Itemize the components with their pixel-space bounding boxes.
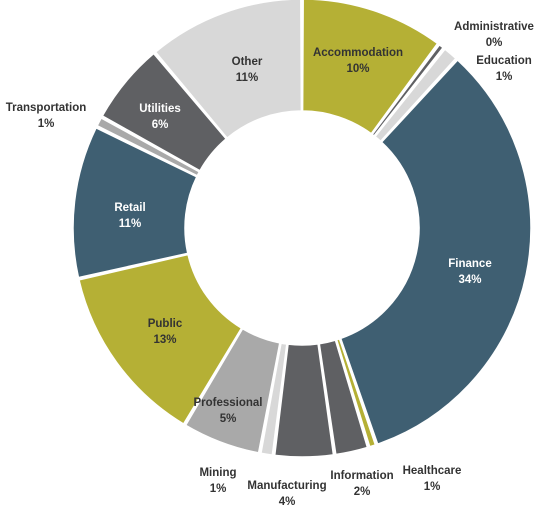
slice-percent: 1%	[424, 481, 441, 493]
slice-information	[318, 339, 369, 456]
slice-percent: 6%	[152, 119, 169, 131]
slice-name: Information	[330, 470, 393, 482]
label-healthcare: Healthcare 1%	[403, 465, 462, 493]
slice-percent: 0%	[486, 37, 503, 49]
slice-name: Education	[476, 55, 532, 67]
slice-other	[154, 0, 303, 140]
slice-healthcare	[335, 337, 377, 448]
slice-mining	[260, 342, 288, 456]
slice-name: Utilities	[139, 103, 181, 115]
slice-name: Other	[232, 56, 263, 68]
label-other: Other 11%	[232, 56, 263, 84]
slice-percent: 34%	[458, 274, 481, 286]
slice-accommodation	[301, 0, 439, 135]
slice-percent: 10%	[346, 63, 369, 75]
slice-name: Finance	[448, 258, 491, 270]
label-utilities: Utilities 6%	[139, 103, 181, 131]
label-professional: Professional 5%	[193, 397, 262, 425]
slice-name: Healthcare	[403, 465, 462, 477]
label-administrative: Administrative 0%	[454, 21, 534, 49]
slice-percent: 13%	[153, 334, 176, 346]
slice-transportation	[96, 116, 201, 177]
slice-percent: 4%	[279, 496, 296, 508]
slice-name: Public	[148, 318, 183, 330]
slice-percent: 2%	[354, 486, 371, 498]
slice-percent: 1%	[38, 118, 55, 130]
slice-percent: 1%	[496, 71, 513, 83]
label-accommodation: Accommodation 10%	[313, 47, 403, 75]
slice-professional	[184, 327, 281, 454]
label-mining: Mining 1%	[199, 467, 236, 495]
slice-education	[373, 48, 457, 143]
slice-percent: 11%	[236, 72, 258, 84]
label-transportation: Transportation 1%	[6, 102, 87, 130]
slice-utilities	[101, 52, 228, 172]
label-public: Public 13%	[148, 318, 183, 346]
slice-retail	[72, 126, 198, 279]
slice-percent: 11%	[119, 218, 141, 230]
slice-name: Accommodation	[313, 47, 403, 59]
slice-name: Mining	[199, 467, 236, 479]
label-retail: Retail 11%	[114, 202, 145, 230]
label-education: Education 1%	[476, 55, 532, 83]
slice-name: Transportation	[6, 102, 87, 114]
slice-name: Manufacturing	[247, 480, 326, 492]
slice-public	[78, 253, 243, 426]
slice-percent: 1%	[210, 483, 227, 495]
slice-percent: 5%	[220, 413, 237, 425]
label-finance: Finance 34%	[448, 258, 491, 286]
slice-administrative	[371, 43, 445, 137]
slice-name: Retail	[114, 202, 145, 214]
slice-name: Professional	[193, 397, 262, 409]
slice-finance	[339, 58, 532, 446]
slice-name: Administrative	[454, 21, 534, 33]
label-manufacturing: Manufacturing 4%	[247, 480, 326, 508]
label-information: Information 2%	[330, 470, 393, 498]
slice-manufacturing	[273, 343, 335, 458]
